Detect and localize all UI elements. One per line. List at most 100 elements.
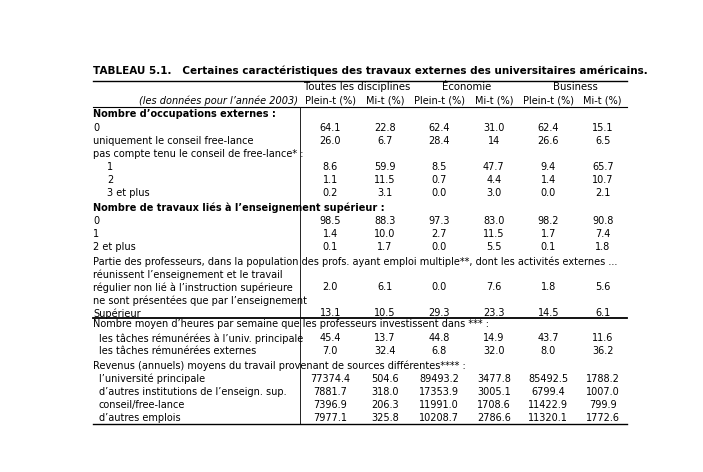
Text: 32.0: 32.0: [483, 346, 505, 356]
Text: Revenus (annuels) moyens du travail provenant de sources différentes**** :: Revenus (annuels) moyens du travail prov…: [93, 360, 466, 371]
Text: 0.0: 0.0: [432, 188, 447, 198]
Text: 1: 1: [107, 162, 113, 172]
Text: 1.4: 1.4: [541, 175, 556, 185]
Text: 77374.4: 77374.4: [310, 374, 350, 384]
Text: 17353.9: 17353.9: [419, 387, 459, 397]
Text: Nombre moyen d’heures par semaine que les professeurs investissent dans *** :: Nombre moyen d’heures par semaine que le…: [93, 320, 489, 329]
Text: 83.0: 83.0: [483, 216, 505, 226]
Text: 10208.7: 10208.7: [419, 413, 459, 423]
Text: 11422.9: 11422.9: [528, 400, 568, 410]
Text: 2: 2: [107, 175, 113, 185]
Text: 0.0: 0.0: [541, 188, 556, 198]
Text: Mi-t (%): Mi-t (%): [583, 96, 622, 106]
Text: 3005.1: 3005.1: [477, 387, 510, 397]
Text: 36.2: 36.2: [592, 346, 614, 356]
Text: 4.4: 4.4: [486, 175, 501, 185]
Text: 1708.6: 1708.6: [477, 400, 510, 410]
Text: 0.1: 0.1: [541, 242, 556, 252]
Text: 11991.0: 11991.0: [420, 400, 459, 410]
Text: 318.0: 318.0: [371, 387, 399, 397]
Text: 7.6: 7.6: [486, 282, 501, 293]
Text: Supérieur: Supérieur: [93, 308, 141, 319]
Text: réunissent l’enseignement et le travail: réunissent l’enseignement et le travail: [93, 270, 283, 280]
Text: les tâches rémunérées à l’univ. principale: les tâches rémunérées à l’univ. principa…: [98, 333, 303, 344]
Text: 0: 0: [93, 123, 99, 133]
Text: 11320.1: 11320.1: [529, 413, 568, 423]
Text: 26.6: 26.6: [538, 136, 559, 146]
Text: 31.0: 31.0: [483, 123, 505, 133]
Text: 11.6: 11.6: [592, 333, 614, 343]
Text: 6.7: 6.7: [377, 136, 392, 146]
Text: 0.0: 0.0: [432, 242, 447, 252]
Text: Partie des professeurs, dans la population des profs. ayant emploi multiple**, d: Partie des professeurs, dans la populati…: [93, 256, 618, 267]
Text: 1772.6: 1772.6: [586, 413, 620, 423]
Text: 97.3: 97.3: [429, 216, 450, 226]
Text: 1.7: 1.7: [541, 229, 556, 239]
Text: 7396.9: 7396.9: [314, 400, 347, 410]
Text: d’autres emplois: d’autres emplois: [98, 413, 181, 423]
Text: 504.6: 504.6: [371, 374, 399, 384]
Text: 3 et plus: 3 et plus: [107, 188, 150, 198]
Text: 29.3: 29.3: [429, 308, 450, 318]
Text: 47.7: 47.7: [483, 162, 505, 172]
Text: 5.6: 5.6: [595, 282, 610, 293]
Text: Mi-t (%): Mi-t (%): [475, 96, 513, 106]
Text: 2.0: 2.0: [323, 282, 338, 293]
Text: 5.5: 5.5: [486, 242, 501, 252]
Text: 14.9: 14.9: [483, 333, 505, 343]
Text: 7.4: 7.4: [595, 229, 610, 239]
Text: 3.1: 3.1: [378, 188, 392, 198]
Text: 799.9: 799.9: [589, 400, 617, 410]
Text: 13.7: 13.7: [374, 333, 396, 343]
Text: 1007.0: 1007.0: [586, 387, 619, 397]
Text: 3477.8: 3477.8: [477, 374, 510, 384]
Text: Nombre d’occupations externes :: Nombre d’occupations externes :: [93, 109, 276, 119]
Text: 7.0: 7.0: [323, 346, 338, 356]
Text: Plein-t (%): Plein-t (%): [414, 96, 465, 106]
Text: 88.3: 88.3: [374, 216, 396, 226]
Text: Plein-t (%): Plein-t (%): [523, 96, 574, 106]
Text: 43.7: 43.7: [538, 333, 559, 343]
Text: d’autres institutions de l’enseign. sup.: d’autres institutions de l’enseign. sup.: [98, 387, 286, 397]
Text: 10.0: 10.0: [374, 229, 396, 239]
Text: 1.8: 1.8: [595, 242, 610, 252]
Text: 14.5: 14.5: [538, 308, 559, 318]
Text: 89493.2: 89493.2: [420, 374, 459, 384]
Text: 9.4: 9.4: [541, 162, 556, 172]
Text: 1.8: 1.8: [541, 282, 556, 293]
Text: 8.5: 8.5: [432, 162, 447, 172]
Text: 1.4: 1.4: [323, 229, 338, 239]
Text: 22.8: 22.8: [374, 123, 396, 133]
Text: 65.7: 65.7: [592, 162, 614, 172]
Text: 7977.1: 7977.1: [314, 413, 347, 423]
Text: conseil/free-lance: conseil/free-lance: [98, 400, 185, 410]
Text: 3.0: 3.0: [486, 188, 501, 198]
Text: 23.3: 23.3: [483, 308, 505, 318]
Text: 2.7: 2.7: [432, 229, 447, 239]
Text: Business: Business: [553, 82, 598, 92]
Text: 6.1: 6.1: [378, 282, 392, 293]
Text: 59.9: 59.9: [374, 162, 396, 172]
Text: 64.1: 64.1: [320, 123, 341, 133]
Text: les tâches rémunérées externes: les tâches rémunérées externes: [98, 346, 256, 356]
Text: 0: 0: [93, 216, 99, 226]
Text: Toutes les disciplines: Toutes les disciplines: [304, 82, 411, 92]
Text: 6.1: 6.1: [595, 308, 610, 318]
Text: 15.1: 15.1: [592, 123, 614, 133]
Text: uniquement le conseil free-lance: uniquement le conseil free-lance: [93, 136, 254, 146]
Text: 13.1: 13.1: [320, 308, 341, 318]
Text: 62.4: 62.4: [429, 123, 450, 133]
Text: 325.8: 325.8: [371, 413, 399, 423]
Text: 6.5: 6.5: [595, 136, 610, 146]
Text: (les données pour l’année 2003): (les données pour l’année 2003): [138, 96, 297, 106]
Text: 2 et plus: 2 et plus: [93, 242, 136, 252]
Text: 11.5: 11.5: [374, 175, 396, 185]
Text: 6799.4: 6799.4: [531, 387, 565, 397]
Text: 11.5: 11.5: [483, 229, 505, 239]
Text: 7881.7: 7881.7: [314, 387, 347, 397]
Text: Plein-t (%): Plein-t (%): [305, 96, 356, 106]
Text: 32.4: 32.4: [374, 346, 396, 356]
Text: l’université principale: l’université principale: [98, 374, 205, 384]
Text: régulier non lié à l’instruction supérieure: régulier non lié à l’instruction supérie…: [93, 282, 293, 293]
Text: 28.4: 28.4: [429, 136, 450, 146]
